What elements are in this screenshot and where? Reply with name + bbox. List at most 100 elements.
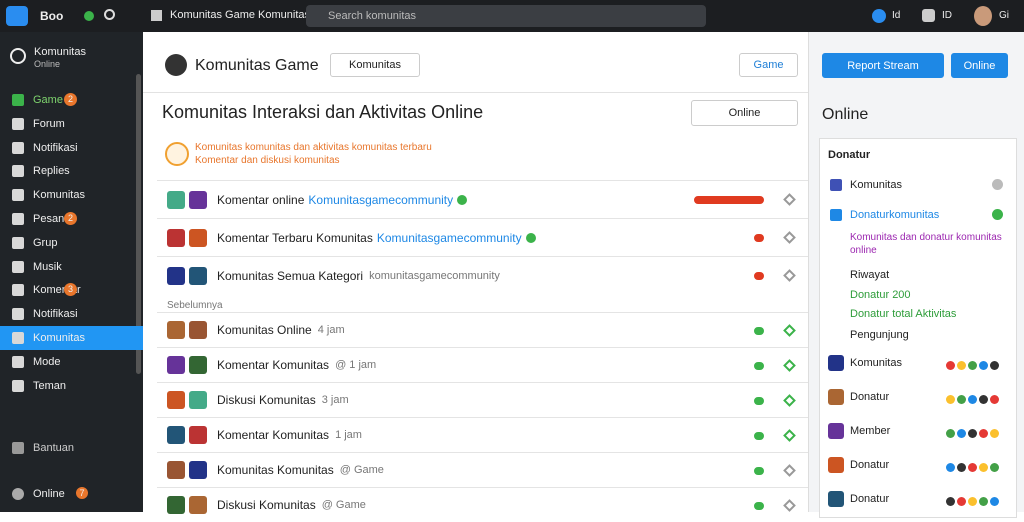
row-icon	[189, 266, 207, 285]
member-name[interactable]: Komunitas	[850, 357, 902, 369]
lang-text: Id	[892, 10, 901, 21]
row-icon	[167, 496, 185, 514]
row-action[interactable]	[783, 428, 796, 442]
list-row[interactable]: Komunitas Komunitas @ Game	[157, 452, 808, 487]
nav-label: Musik	[33, 260, 62, 273]
nav-icon	[12, 117, 24, 130]
game-button[interactable]: Game	[739, 53, 798, 77]
nav-item[interactable]: Grup	[0, 231, 143, 255]
status-dot	[84, 11, 94, 21]
list-row[interactable]: Komunitas Semua Kategori komunitasgamecom…	[157, 256, 808, 294]
row-icon	[167, 426, 185, 444]
row-action[interactable]	[783, 393, 796, 407]
dropdown[interactable]: Online	[691, 100, 798, 126]
nav-item[interactable]: Teman	[0, 374, 143, 398]
status-dot	[946, 463, 955, 472]
list-row[interactable]: Diskusi Komunitas @ Game	[157, 487, 808, 522]
main-content: Komunitas Game Komunitas Game Komunitas Int…	[143, 32, 808, 514]
row-action[interactable]	[783, 193, 796, 206]
nav-item[interactable]: Komentar 3	[0, 278, 143, 302]
nav-item[interactable]: Komunitas	[0, 183, 143, 207]
status-dot	[957, 395, 966, 404]
status-dot	[979, 429, 988, 438]
nav-item[interactable]: Komunitas	[0, 326, 143, 350]
list-row[interactable]: Komentar Terbaru Komunitas Komunitasgamec…	[157, 218, 808, 256]
help-label[interactable]: Bantuan	[33, 442, 74, 454]
member-name[interactable]: Donatur	[850, 391, 890, 403]
entry-icon	[830, 179, 842, 191]
footer-label[interactable]: Online	[33, 488, 65, 500]
status-dot	[957, 361, 966, 370]
list-row[interactable]: Komentar online Komunitasgamecommunity	[157, 180, 808, 218]
nav-item[interactable]: Mode	[0, 350, 143, 374]
row-action[interactable]	[783, 323, 796, 337]
list-row[interactable]: Komentar Komunitas 1 jam	[157, 417, 808, 452]
status-dot	[968, 497, 977, 506]
lang-label: ID	[942, 10, 952, 21]
member-avatar	[828, 389, 844, 405]
row-action[interactable]	[783, 269, 796, 282]
row-icon	[189, 190, 207, 209]
status-dot	[968, 361, 977, 370]
nav-item[interactable]: Musik	[0, 255, 143, 279]
nav-item[interactable]: Notifikasi	[0, 136, 143, 160]
list-row[interactable]: Diskusi Komunitas 3 jam	[157, 382, 808, 417]
user-avatar[interactable]	[974, 6, 992, 26]
tab-title[interactable]: Komunitas Game Komunitas	[170, 9, 311, 21]
user-name[interactable]: Gi	[999, 10, 1009, 21]
reload-icon[interactable]	[104, 9, 115, 20]
status-dot	[990, 429, 999, 438]
member-name[interactable]: Donatur	[850, 459, 890, 471]
entry-icon	[830, 209, 842, 221]
member-avatar	[828, 423, 844, 439]
nav-badge: 2	[64, 93, 77, 106]
settings-icon[interactable]	[922, 9, 935, 22]
row-action[interactable]	[783, 358, 796, 372]
status-dot	[957, 429, 966, 438]
filter-button[interactable]: Komunitas	[330, 53, 420, 77]
nav-label: Pesan	[33, 213, 65, 225]
status-dot	[968, 429, 977, 438]
member-avatar	[828, 491, 844, 507]
notice-text: Komentar dan diskusi komunitas	[195, 155, 340, 166]
row-status	[754, 361, 764, 370]
row-status	[754, 234, 764, 242]
row-title: Komentar Terbaru Komunitas	[217, 230, 373, 245]
row-status	[754, 396, 764, 405]
row-action[interactable]	[783, 463, 796, 477]
nav-label: Notifikasi	[33, 141, 78, 154]
nav-item[interactable]: Pesan 2	[0, 207, 143, 231]
note: Komunitas dan donatur komunitas online	[850, 232, 1002, 256]
notice-text: Komunitas komunitas dan aktivitas komuni…	[195, 142, 432, 153]
row-title: Komentar Komunitas	[217, 358, 330, 372]
nav-item[interactable]: Game 2	[0, 88, 143, 112]
status-dot	[946, 497, 955, 506]
list-row[interactable]: Komentar Komunitas @ 1 jam	[157, 347, 808, 382]
app-name[interactable]: Boo	[40, 9, 64, 23]
report-button[interactable]: Report Stream	[822, 53, 944, 78]
status-dot	[990, 361, 999, 370]
list-row[interactable]: Komunitas Online 4 jam	[157, 312, 808, 347]
nav-item[interactable]: Replies	[0, 159, 143, 183]
status-dot	[946, 361, 955, 370]
status-dot	[946, 429, 955, 438]
row-action[interactable]	[783, 231, 796, 244]
stat: Donatur 200	[850, 289, 911, 301]
nav-icon	[12, 236, 24, 249]
nav-icon	[12, 165, 24, 178]
nav-badge: 2	[64, 212, 77, 225]
member-name[interactable]: Member	[850, 425, 891, 437]
row-action[interactable]	[783, 498, 796, 512]
entry-label[interactable]: Komunitas	[850, 179, 902, 191]
nav-item[interactable]: Forum	[0, 112, 143, 136]
search-box[interactable]: Search komunitas	[306, 5, 706, 27]
status-dot	[979, 463, 988, 472]
member-name[interactable]: Donatur	[850, 493, 890, 505]
entry-check	[992, 179, 1003, 190]
nav-label: Teman	[33, 379, 67, 392]
online-button[interactable]: Online	[951, 53, 1008, 78]
entry-label[interactable]: Donaturkomunitas	[850, 209, 940, 221]
nav-item[interactable]: Notifikasi	[0, 302, 143, 326]
nav-label: Komunitas	[33, 332, 85, 344]
row-icon	[189, 461, 207, 479]
